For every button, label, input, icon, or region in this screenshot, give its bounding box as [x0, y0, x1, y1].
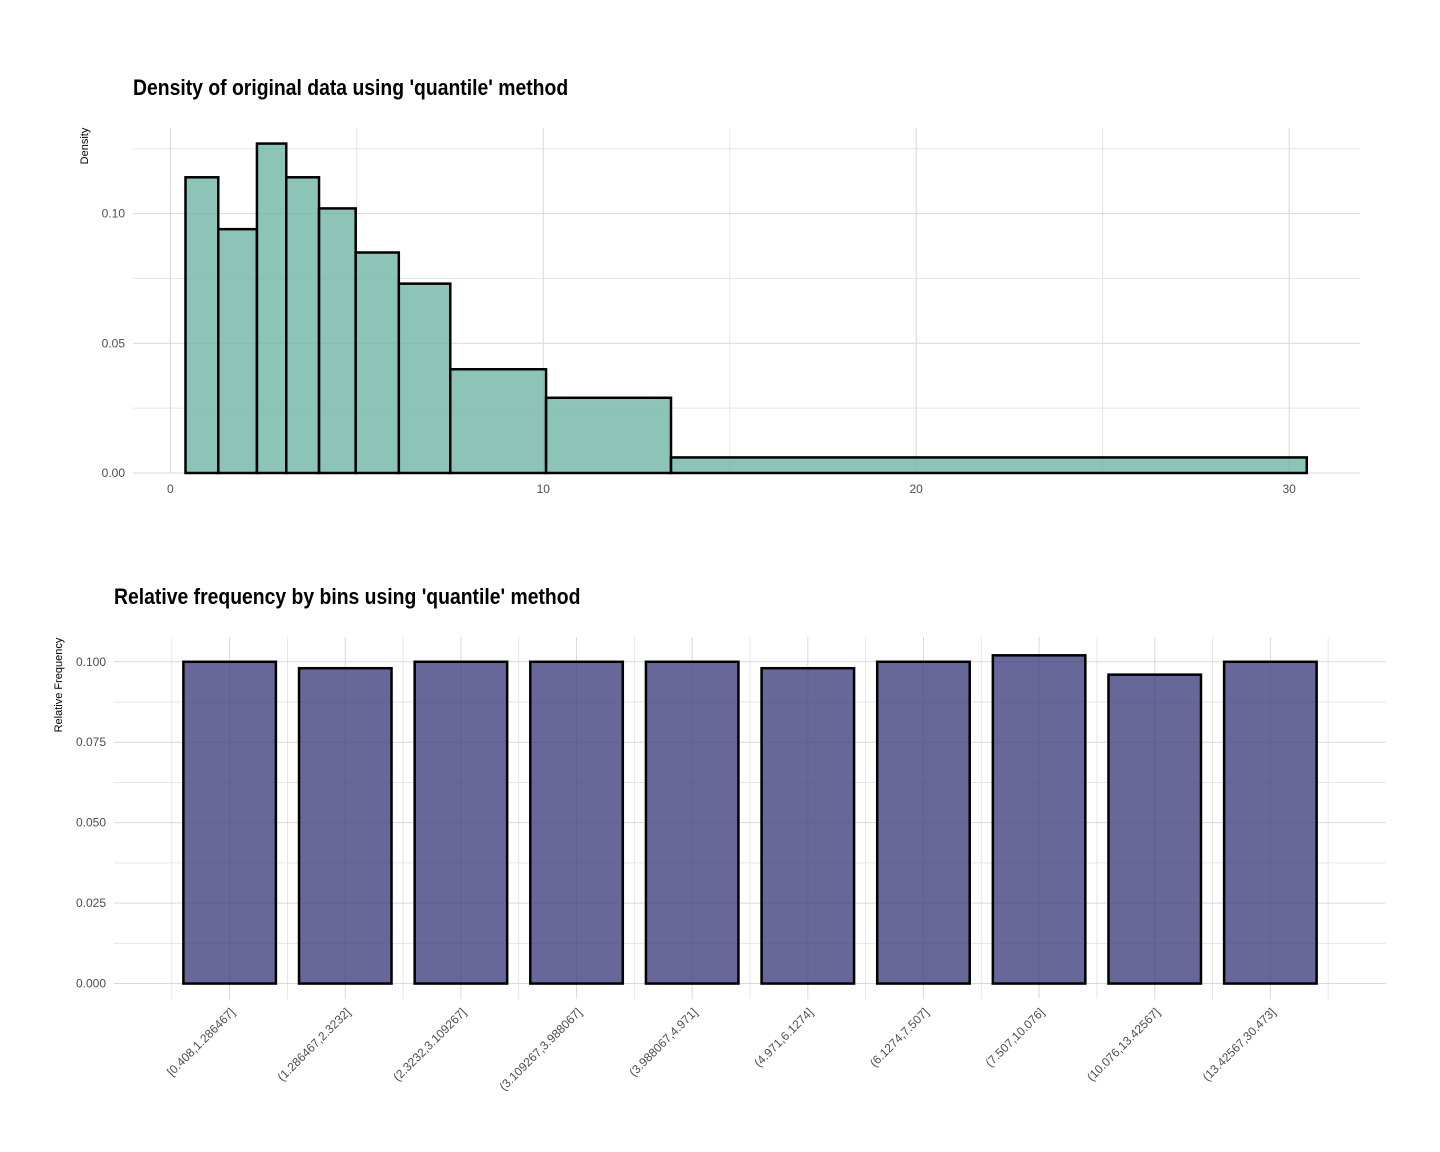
y-tick-label: 0.000 [76, 977, 106, 991]
y-tick-label: 0.10 [102, 207, 126, 221]
histogram-bar [449, 367, 548, 475]
x-tick-label: (2.3232,3.109267] [390, 1005, 469, 1084]
y-tick-label: 0.025 [76, 896, 106, 910]
histogram-bar [354, 251, 401, 475]
x-tick-label: (1.286467,2.3232] [275, 1005, 354, 1084]
frequency-bar [529, 660, 625, 985]
chart-title-density: Density of original data using 'quantile… [133, 75, 569, 100]
x-tick-label: (3.109267,3.988067] [496, 1005, 584, 1093]
x-tick-label: 30 [1282, 482, 1296, 496]
histogram-bar [255, 142, 288, 475]
frequency-bar [991, 654, 1087, 985]
relative-frequency-bar-chart: 0.000 0.025 0.050 0.075 0.100 [0.408,1.286467… [53, 637, 1386, 1093]
frequency-bar [297, 666, 393, 985]
frequency-bar [644, 660, 740, 985]
y-tick-label: 0.100 [76, 655, 106, 669]
y-tick-label: 0.05 [102, 336, 126, 350]
histogram-bar [285, 176, 321, 475]
frequency-bar [760, 666, 856, 985]
x-tick-label: 0 [167, 482, 174, 496]
histogram-bar [669, 456, 1309, 475]
density-histogram: 0 10 20 30 0.00 0.05 0.10 Density [79, 127, 1360, 496]
chart-title-relative-frequency: Relative frequency by bins using 'quanti… [114, 584, 581, 609]
y-axis-title: Density [79, 127, 91, 164]
x-tick-label: (10.076,13.42567] [1084, 1005, 1163, 1084]
histogram-bar [397, 282, 452, 475]
x-tick-label: (4.971,6.1274] [751, 1005, 816, 1070]
x-tick-label: 20 [910, 482, 924, 496]
frequency-bar [1222, 660, 1318, 985]
x-tick-label: 10 [537, 482, 551, 496]
x-tick-label: (13.42567,30.473] [1200, 1005, 1279, 1084]
histogram-bar [184, 176, 220, 475]
histogram-bar [317, 207, 357, 475]
y-tick-label: 0.050 [76, 816, 106, 830]
y-axis-title: Relative Frequency [53, 637, 65, 732]
histogram-bar [217, 227, 259, 475]
histogram-bar [544, 396, 673, 475]
x-tick-label: [0.408,1.286467] [164, 1005, 238, 1079]
frequency-bar [875, 660, 971, 985]
frequency-bar [1107, 673, 1203, 985]
y-tick-label: 0.075 [76, 735, 106, 749]
y-tick-label: 0.00 [102, 466, 126, 480]
frequency-bar [182, 660, 278, 985]
x-tick-label: (7.507,10.076] [983, 1005, 1048, 1070]
frequency-bar [413, 660, 509, 985]
x-tick-label: (3.988067,4.971] [626, 1005, 700, 1079]
x-tick-label: (6.1274,7.507] [867, 1005, 932, 1070]
